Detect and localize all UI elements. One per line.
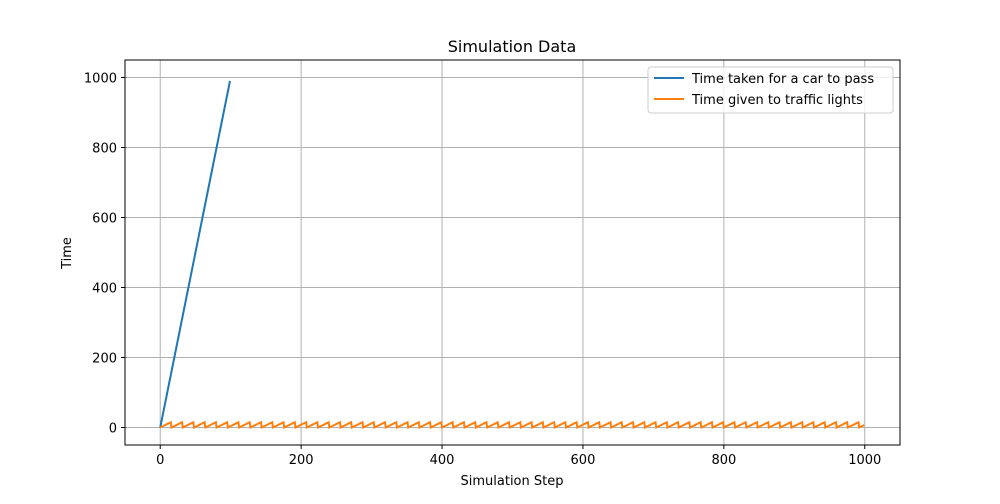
y-tick-label: 800: [92, 142, 117, 157]
x-tick-label: 1000: [848, 453, 881, 468]
x-tick-label: 400: [430, 453, 455, 468]
grid: [125, 60, 900, 445]
x-tick-label: 0: [156, 453, 164, 468]
chart-title: Simulation Data: [448, 37, 577, 56]
legend-label-car-pass: Time taken for a car to pass: [691, 72, 874, 87]
y-tick-label: 1000: [84, 72, 117, 87]
legend: Time taken for a car to pass Time given …: [647, 66, 894, 114]
series-line-car-pass: [159, 80, 231, 428]
legend-box: [647, 66, 894, 114]
y-axis-label: Time: [60, 237, 75, 270]
plot-frame: [124, 59, 901, 446]
y-tick-label: 600: [92, 212, 117, 227]
y-axis-ticks: 0 200 400 600 800 1000: [84, 72, 125, 437]
series-layer: [159, 80, 865, 430]
x-axis-ticks: 0 200 400 600 800 1000: [156, 445, 881, 468]
y-tick-label: 200: [92, 352, 117, 367]
x-tick-label: 800: [711, 453, 736, 468]
series-line-traffic-lights: [159, 420, 865, 430]
legend-label-traffic-lights: Time given to traffic lights: [691, 93, 863, 108]
x-tick-label: 600: [571, 453, 596, 468]
y-tick-label: 0: [109, 422, 117, 437]
y-tick-label: 400: [92, 282, 117, 297]
x-tick-label: 200: [289, 453, 314, 468]
x-axis-label: Simulation Step: [461, 474, 564, 489]
